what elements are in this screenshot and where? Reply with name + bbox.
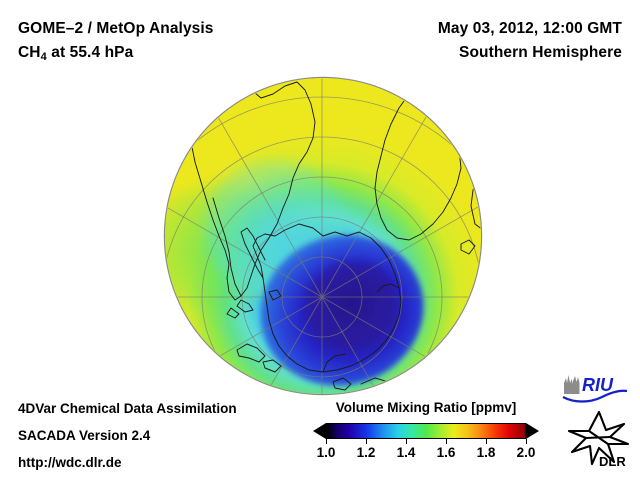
coastlines (190, 79, 481, 391)
dlr-pinwheel-icon (567, 410, 630, 466)
colorbar-tick-label: 1.0 (316, 445, 336, 460)
assimilation-method: 4DVar Chemical Data Assimilation (18, 401, 237, 416)
riu-wordmark: RIU (582, 375, 614, 395)
dlr-wordmark: DLR (599, 454, 626, 468)
colorbar-gradient (326, 423, 526, 439)
data-centre-url[interactable]: http://wdc.dlr.de (18, 455, 122, 470)
polar-projection-map (165, 78, 481, 394)
instrument-title: GOME–2 / MetOp Analysis (18, 20, 214, 37)
colorbar-tick (486, 439, 488, 444)
colorbar-title: Volume Mixing Ratio [ppmv] (335, 400, 517, 415)
map-overlay (165, 78, 481, 394)
colorbar-tick (446, 439, 448, 444)
software-version: SACADA Version 2.4 (18, 428, 151, 443)
dlr-logo: DLR (567, 410, 630, 468)
species-title: CH4 at 55.4 hPa (18, 44, 133, 63)
colorbar-tick (406, 439, 408, 444)
riu-logo: RIU (562, 375, 628, 403)
colorbar-tick-label: 1.2 (356, 445, 376, 460)
colorbar-ticks (326, 439, 528, 444)
colorbar-tick-labels: 1.0 1.2 1.4 1.6 1.8 2.0 (317, 445, 536, 463)
colorbar: Volume Mixing Ratio [ppmv] 1.0 1.2 1.4 1.6 1… (312, 400, 540, 463)
region-label: Southern Hemisphere (459, 44, 622, 61)
colorbar-tick-label: 1.8 (476, 445, 496, 460)
colorbar-over-arrow (526, 423, 539, 439)
colorbar-tick-label: 2.0 (516, 445, 536, 460)
colorbar-tick-label: 1.4 (396, 445, 416, 460)
colorbar-tick-label: 1.6 (436, 445, 456, 460)
colorbar-under-arrow (313, 423, 326, 439)
species-level: at 55.4 hPa (46, 44, 134, 61)
observation-datetime: May 03, 2012, 12:00 GMT (437, 20, 622, 37)
species-prefix: CH (18, 44, 41, 61)
globe-disc (165, 78, 481, 394)
colorbar-tick (526, 439, 528, 444)
colorbar-row (312, 421, 540, 444)
species-subscript: 4 (40, 51, 47, 63)
colorbar-tick (366, 439, 368, 444)
riu-flame-icon (564, 375, 580, 394)
riu-swoosh (562, 389, 628, 403)
colorbar-tick (326, 439, 328, 444)
